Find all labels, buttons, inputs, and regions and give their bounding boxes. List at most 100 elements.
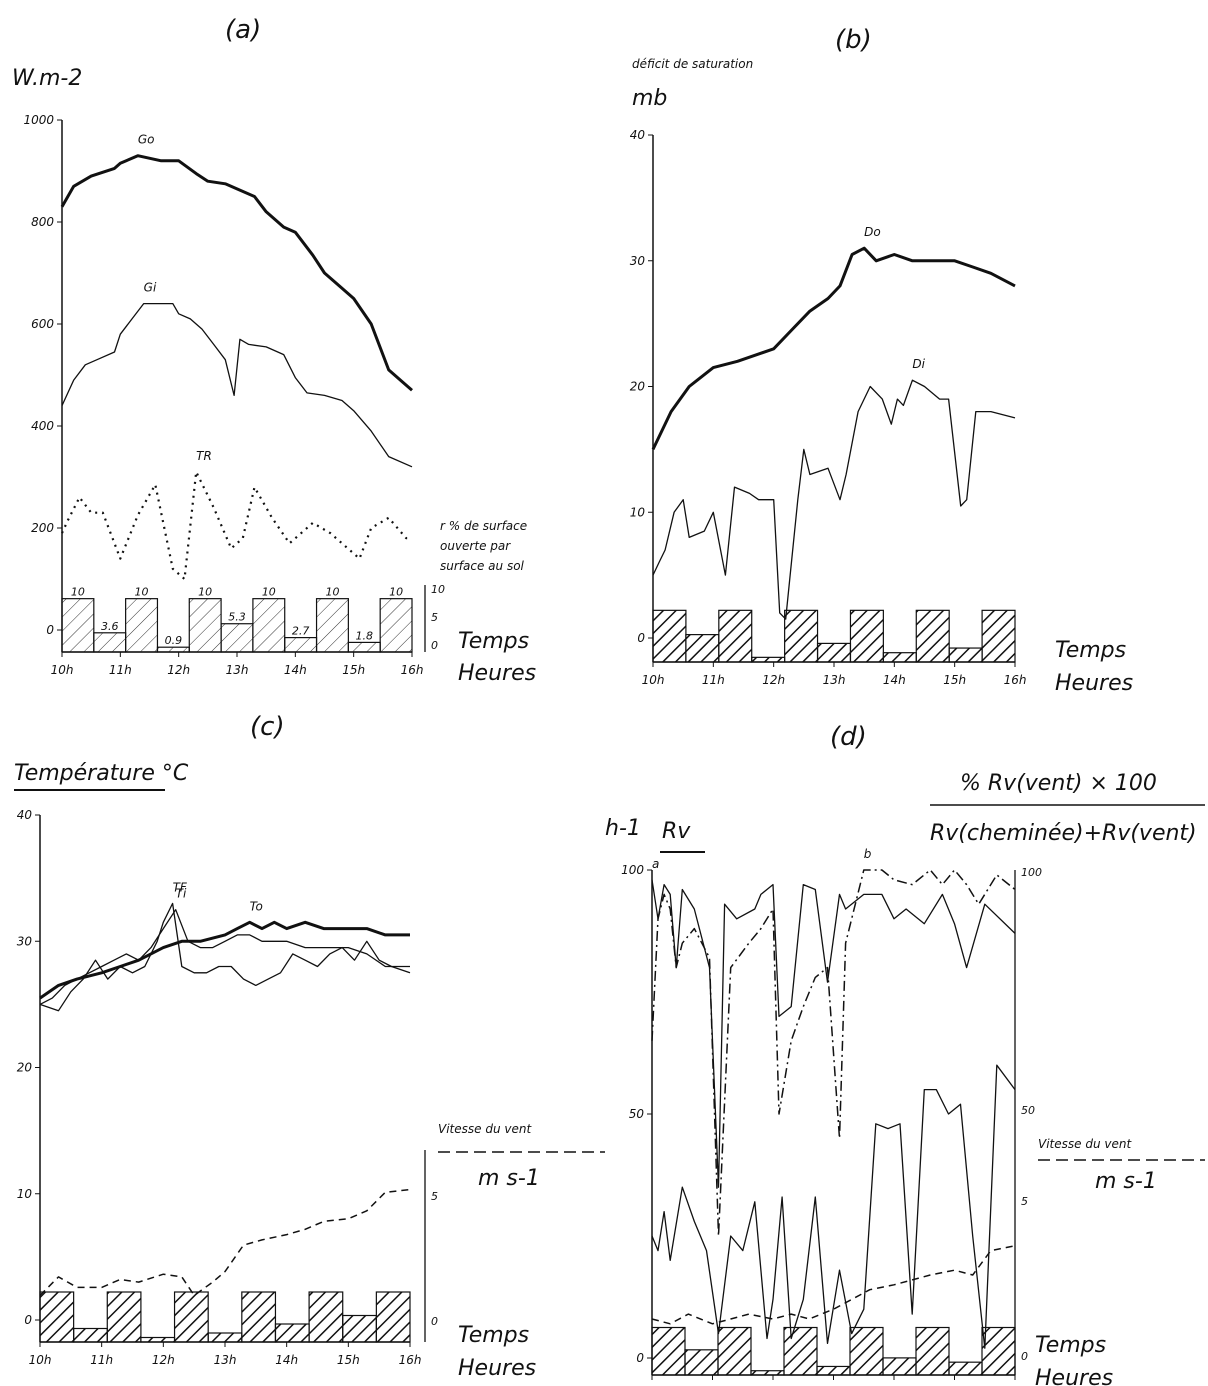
x-axis-title-temps: Temps xyxy=(458,629,529,654)
opening-bar xyxy=(220,623,254,653)
x-tick-label: 16h xyxy=(399,1353,422,1367)
opening-bar xyxy=(981,609,1016,663)
opening-bar xyxy=(93,632,127,653)
right-title-bottom: Rv(cheminée)+Rv(vent) xyxy=(930,821,1197,846)
y-tick-label: 40 xyxy=(17,808,33,822)
y-tick-label: 20 xyxy=(630,380,646,394)
panel-title-c: (c) xyxy=(250,712,285,742)
right-axis-unit: m s-1 xyxy=(1095,1169,1157,1194)
x-tick-label: 16h xyxy=(401,663,424,677)
y-tick-label: 200 xyxy=(31,521,54,535)
right-tick-label: 5 xyxy=(431,611,438,624)
opening-bar xyxy=(207,1332,243,1343)
right-tick-label: 0 xyxy=(431,639,438,652)
right-tick-label: 10 xyxy=(431,583,445,596)
right-axis-label: surface au sol xyxy=(440,559,525,573)
y-tick-label: 30 xyxy=(17,934,33,948)
opening-bar-label: 1.8 xyxy=(356,629,374,642)
opening-bar xyxy=(816,1365,851,1376)
x-tick-label: 13h xyxy=(214,1353,237,1367)
x-tick-label: 15h xyxy=(943,673,966,687)
x-tick-label: 14h xyxy=(275,1353,298,1367)
series-label: Ti xyxy=(176,887,187,901)
opening-bar xyxy=(981,1326,1016,1376)
panel-d: 10050010h11h12h13h14h15h16hh-1TempsHeure… xyxy=(605,771,1205,1386)
x-tick-label: 12h xyxy=(152,1353,175,1367)
x-tick-label: 11h xyxy=(90,1353,113,1367)
x-tick-label: 12h xyxy=(762,673,785,687)
y-tick-label: 10 xyxy=(17,1187,33,1201)
series-label: Go xyxy=(138,133,155,147)
opening-bar xyxy=(718,609,753,663)
y-tick-label: 10 xyxy=(630,505,646,519)
opening-bar xyxy=(882,652,917,663)
opening-bar xyxy=(252,598,286,653)
opening-bar xyxy=(948,1361,983,1376)
series-line xyxy=(651,869,1016,1237)
x-tick-label: 10h xyxy=(51,663,74,677)
opening-bar-label: 10 xyxy=(262,586,276,599)
opening-bar xyxy=(784,609,819,663)
y-tick-label: 40 xyxy=(630,128,646,142)
series-line xyxy=(61,302,413,468)
x-axis-title-heures: Heures xyxy=(1035,1366,1113,1386)
opening-bar-label: 10 xyxy=(198,586,212,599)
opening-bar xyxy=(308,1291,344,1343)
right-tick-label: 0 xyxy=(1021,1350,1028,1363)
opening-bar xyxy=(750,1370,785,1376)
x-tick-label: 11h xyxy=(109,663,132,677)
opening-bar xyxy=(173,1291,209,1343)
y-tick-label: 400 xyxy=(31,419,54,433)
opening-bar xyxy=(783,1326,818,1376)
panel-title-b: (b) xyxy=(835,25,872,55)
opening-bar xyxy=(156,646,190,653)
y-tick-label: 1000 xyxy=(23,113,54,127)
opening-bar xyxy=(342,1314,377,1343)
opening-bar xyxy=(347,641,381,653)
y-axis-label: h-1 xyxy=(605,816,641,841)
x-tick-label: 12h xyxy=(167,663,190,677)
panel-title-d: (d) xyxy=(830,722,867,752)
x-tick-label: 15h xyxy=(342,663,365,677)
right-title-top: % Rv(vent) × 100 xyxy=(960,771,1157,796)
y-tick-label: 0 xyxy=(24,1313,32,1327)
x-tick-label: 13h xyxy=(823,673,846,687)
panel-b: 40 30 20 10 0 10h 11h 12h 13h 14h 15h 16h mb déficit … xyxy=(630,57,1133,696)
y-tick-label: 50 xyxy=(629,1107,645,1121)
x-axis-title-heures: Heures xyxy=(1055,671,1133,696)
opening-bar-label: 10 xyxy=(71,586,85,599)
right-tick-label: 5 xyxy=(431,1190,438,1203)
series-line xyxy=(651,246,1016,451)
right-tick-label: 50 xyxy=(1021,1104,1035,1117)
y-tick-label: 0 xyxy=(637,631,645,645)
y-tick-label: 600 xyxy=(31,317,54,331)
opening-bar xyxy=(106,1291,142,1343)
opening-bar xyxy=(73,1327,108,1343)
y-axis-label: mb xyxy=(632,86,667,111)
opening-bar xyxy=(651,1326,686,1376)
opening-bar-label: 10 xyxy=(135,586,149,599)
x-tick-label: 11h xyxy=(702,673,725,687)
opening-bar xyxy=(849,1326,884,1376)
y-tick-label: 30 xyxy=(630,254,646,268)
series-line xyxy=(651,1245,1016,1325)
right-axis-label: ouverte par xyxy=(440,539,511,553)
opening-bar xyxy=(816,642,852,663)
opening-bar-label: 10 xyxy=(389,586,403,599)
x-tick-label: 13h xyxy=(226,663,249,677)
opening-bar xyxy=(125,598,159,653)
series-label: b xyxy=(864,847,872,861)
opening-bar xyxy=(849,609,884,663)
opening-bar xyxy=(188,598,222,653)
opening-bar xyxy=(61,598,95,653)
x-tick-label: 14h xyxy=(883,673,906,687)
panel-a: 1000 800 600 400 200 0 10h 11h 12h 13h 14h 15h 16h W.… xyxy=(12,66,536,686)
opening-bar xyxy=(685,634,720,663)
right-tick-label: 0 xyxy=(431,1315,438,1328)
right-axis-unit: m s-1 xyxy=(478,1166,540,1191)
opening-bar xyxy=(379,598,413,653)
opening-bar xyxy=(241,1291,277,1343)
series-label: TF xyxy=(173,880,188,894)
x-axis-title-temps: Temps xyxy=(1035,1333,1106,1358)
